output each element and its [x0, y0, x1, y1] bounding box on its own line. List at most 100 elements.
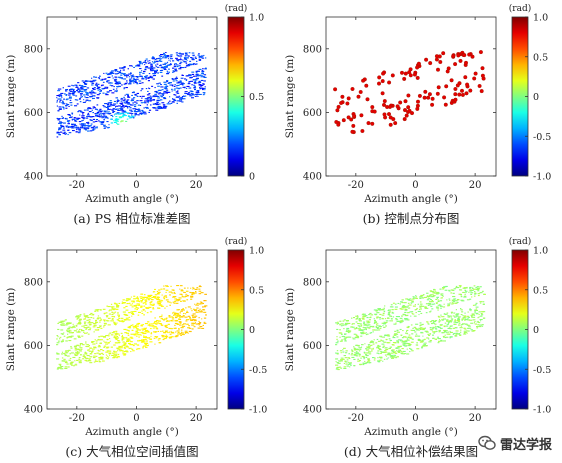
- ps-point: [176, 96, 180, 98]
- ps-point: [196, 307, 199, 309]
- ps-point: [388, 311, 392, 313]
- ps-point: [459, 334, 461, 336]
- colorbar-tick-label: 0: [249, 325, 255, 336]
- ps-point: [396, 320, 400, 322]
- ps-point: [354, 336, 358, 338]
- ps-point: [359, 323, 362, 325]
- control-point: [381, 71, 386, 76]
- ps-point: [192, 54, 195, 56]
- ps-point: [351, 349, 353, 351]
- ps-point: [147, 67, 151, 69]
- ps-point: [190, 57, 193, 59]
- ps-point: [69, 99, 72, 101]
- ps-point: [178, 297, 182, 299]
- ps-point: [98, 113, 101, 115]
- ps-point: [367, 347, 370, 349]
- ps-point: [126, 80, 128, 82]
- ps-point: [132, 301, 135, 303]
- ps-point: [96, 318, 100, 320]
- ps-point: [166, 70, 168, 72]
- ps-point: [464, 332, 466, 334]
- ps-point: [452, 292, 455, 294]
- ps-point: [120, 74, 123, 76]
- ps-point: [174, 327, 177, 329]
- ps-point: [68, 326, 72, 328]
- ps-point: [182, 324, 184, 326]
- ps-point: [132, 313, 135, 315]
- watermark: 雷达学报: [478, 433, 552, 453]
- ps-point: [83, 321, 87, 323]
- ps-point: [191, 328, 194, 330]
- ps-point: [122, 353, 125, 355]
- ps-point: [76, 353, 79, 355]
- ps-point: [388, 347, 391, 349]
- ps-point: [155, 60, 159, 62]
- ps-point: [109, 338, 111, 340]
- ps-point: [107, 102, 109, 104]
- ps-point: [375, 326, 377, 328]
- ps-point: [403, 342, 406, 344]
- ps-point: [346, 336, 349, 338]
- ps-point: [451, 301, 454, 303]
- ps-point: [120, 106, 124, 108]
- ps-point: [385, 349, 389, 351]
- ps-point: [343, 367, 347, 369]
- ps-point: [124, 102, 127, 104]
- ps-point: [477, 293, 481, 295]
- ps-point: [446, 333, 450, 335]
- ps-point: [371, 350, 373, 352]
- ps-point: [85, 357, 89, 359]
- ps-point: [148, 62, 151, 64]
- ps-point: [85, 316, 87, 318]
- ps-point: [56, 338, 58, 340]
- control-point: [333, 87, 338, 92]
- ps-point: [472, 330, 476, 332]
- ps-point: [75, 351, 79, 353]
- ps-point: [185, 332, 187, 334]
- ps-point: [128, 76, 131, 78]
- ps-point: [376, 338, 379, 340]
- ps-point: [88, 125, 92, 127]
- ps-point: [368, 362, 372, 364]
- ps-point: [416, 344, 419, 346]
- ps-point: [130, 72, 132, 74]
- ps-point: [154, 95, 158, 97]
- ps-point: [158, 82, 161, 84]
- ps-point: [61, 333, 64, 335]
- ps-point: [115, 333, 118, 335]
- ps-point: [430, 305, 433, 307]
- ps-point: [393, 333, 397, 335]
- ps-point: [87, 125, 91, 127]
- ps-point: [455, 315, 459, 317]
- ps-point: [202, 71, 204, 73]
- ps-point: [58, 129, 60, 131]
- ps-point: [353, 358, 356, 360]
- ps-point: [442, 335, 445, 337]
- ps-point: [425, 345, 428, 347]
- ps-point: [437, 336, 439, 338]
- ps-point: [77, 88, 80, 90]
- ps-point: [181, 55, 183, 57]
- ps-point: [425, 331, 429, 333]
- ps-point: [420, 308, 422, 310]
- ps-point: [463, 287, 467, 289]
- ps-point: [150, 333, 153, 335]
- ps-point: [84, 83, 87, 85]
- ps-point: [84, 332, 87, 334]
- ps-point: [105, 94, 109, 96]
- ps-point: [81, 80, 84, 82]
- ps-point: [469, 309, 472, 311]
- ps-point: [154, 93, 157, 95]
- ps-point: [445, 330, 448, 332]
- ps-point: [85, 92, 88, 94]
- control-point: [462, 53, 467, 58]
- ps-point: [479, 315, 483, 317]
- ps-point: [417, 329, 421, 331]
- ps-point: [452, 302, 455, 304]
- ps-point: [438, 338, 441, 340]
- ps-point: [187, 315, 191, 317]
- ps-point: [78, 362, 82, 364]
- ps-point: [126, 339, 130, 341]
- ps-point: [154, 294, 158, 296]
- ps-point: [443, 286, 447, 288]
